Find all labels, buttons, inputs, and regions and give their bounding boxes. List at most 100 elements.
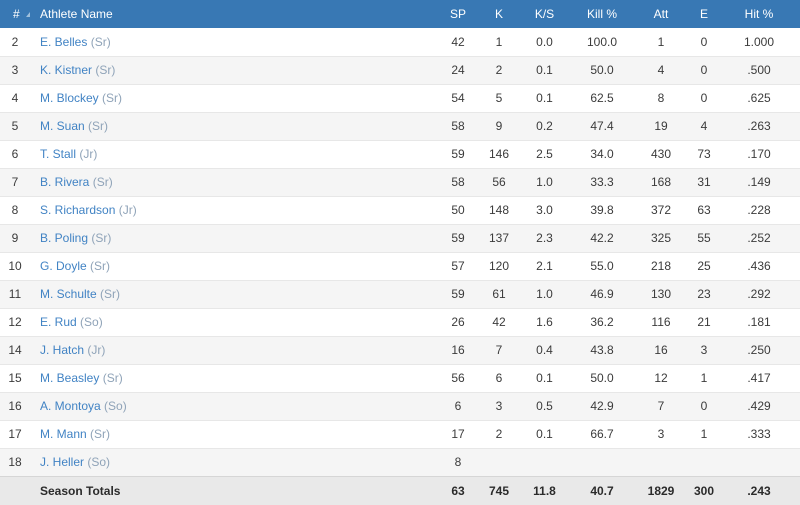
column-header-ks[interactable]: K/S	[517, 0, 572, 28]
stat-sp: 59	[435, 139, 481, 168]
stat-k	[481, 447, 517, 476]
athlete-name-link[interactable]: E. Rud	[40, 315, 77, 329]
totals-e: 300	[690, 475, 718, 505]
stat-hit-pct: .181	[718, 307, 800, 336]
stat-ks: 2.3	[517, 223, 572, 252]
stat-k: 137	[481, 223, 517, 252]
athlete-name-link[interactable]: M. Schulte	[40, 287, 97, 301]
jersey-number: 3	[0, 55, 30, 84]
stat-hit-pct: .263	[718, 111, 800, 140]
athlete-name-cell: M. Suan (Sr)	[30, 111, 435, 140]
stat-k: 9	[481, 111, 517, 140]
athlete-class-year: (Jr)	[79, 147, 98, 161]
athlete-name-link[interactable]: M. Mann	[40, 427, 87, 441]
athlete-name-link[interactable]: M. Blockey	[40, 91, 99, 105]
stat-ks: 0.1	[517, 55, 572, 84]
stat-ks: 0.5	[517, 391, 572, 420]
stat-sp: 56	[435, 363, 481, 392]
stat-att: 116	[632, 307, 690, 336]
stat-hit-pct: .417	[718, 363, 800, 392]
athlete-class-year: (So)	[87, 455, 111, 469]
athlete-row: 2 E. Belles (Sr) 42 1 0.0 100.0 1 0 1.000	[0, 28, 800, 56]
athlete-row: 17 M. Mann (Sr) 17 2 0.1 66.7 3 1.333	[0, 419, 800, 448]
athlete-name-link[interactable]: B. Rivera	[40, 175, 90, 189]
stat-kill-pct: 42.2	[572, 223, 632, 252]
column-header-athlete-name[interactable]: Athlete Name	[30, 0, 435, 28]
athlete-row: 5 M. Suan (Sr) 58 9 0.2 47.4 19 4.263	[0, 111, 800, 140]
stat-kill-pct: 46.9	[572, 279, 632, 308]
stat-kill-pct: 43.8	[572, 335, 632, 364]
stat-e: 4	[690, 111, 718, 140]
stat-sp: 26	[435, 307, 481, 336]
athlete-name-link[interactable]: A. Montoya	[40, 399, 101, 413]
athlete-name-link[interactable]: M. Beasley	[40, 371, 100, 385]
totals-sp: 63	[435, 475, 481, 505]
stat-sp: 59	[435, 223, 481, 252]
stat-att: 430	[632, 139, 690, 168]
stat-ks: 3.0	[517, 195, 572, 224]
stat-kill-pct: 100.0	[586, 34, 618, 49]
stat-kill-pct: 62.5	[572, 83, 632, 112]
stat-e: 21	[690, 307, 718, 336]
stat-kill-pct: 66.7	[572, 419, 632, 448]
stat-e	[690, 447, 718, 476]
stat-e: 55	[690, 223, 718, 252]
stat-ks: 0.2	[517, 111, 572, 140]
stat-hit-pct: 1.000	[743, 34, 775, 49]
column-header-k[interactable]: K	[481, 0, 517, 28]
athlete-name-link[interactable]: G. Doyle	[40, 259, 87, 273]
stat-sp: 50	[435, 195, 481, 224]
athlete-name-link[interactable]: J. Heller	[40, 455, 85, 469]
stat-e: 25	[690, 251, 718, 280]
stat-kill-pct: 50.0	[572, 363, 632, 392]
athlete-row: 14 J. Hatch (Jr) 16 7 0.4 43.8 16 3.250	[0, 335, 800, 364]
stat-hit-pct: .149	[718, 167, 800, 196]
jersey-number: 11	[0, 279, 30, 308]
stat-att: 1	[657, 34, 665, 49]
athlete-name-link[interactable]: M. Suan	[40, 119, 85, 133]
athlete-row: 3 K. Kistner (Sr) 24 2 0.1 50.0 4 0.500	[0, 55, 800, 84]
stat-k: 148	[481, 195, 517, 224]
jersey-number: 17	[0, 419, 30, 448]
stats-table-body: 2 E. Belles (Sr) 42 1 0.0 100.0 1 0 1.000 3 K. Kis…	[0, 28, 800, 476]
column-header-number[interactable]: #	[0, 0, 30, 28]
stat-k: 146	[481, 139, 517, 168]
column-header-e[interactable]: E	[690, 0, 718, 28]
stat-ks: 2.5	[517, 139, 572, 168]
column-header-att[interactable]: Att	[632, 0, 690, 28]
athlete-class-year: (Sr)	[91, 231, 112, 245]
athlete-class-year: (Sr)	[90, 427, 111, 441]
stat-ks: 0.4	[517, 335, 572, 364]
stat-kill-pct: 55.0	[572, 251, 632, 280]
athlete-class-year: (Sr)	[90, 34, 111, 49]
stat-k: 1	[495, 34, 503, 49]
stat-e: 31	[690, 167, 718, 196]
column-header-sp[interactable]: SP	[435, 0, 481, 28]
athlete-class-year: (So)	[80, 315, 103, 329]
stat-att: 372	[632, 195, 690, 224]
athlete-name-cell: E. Rud (So)	[30, 307, 435, 336]
stat-k: 2	[481, 419, 517, 448]
athlete-name-link[interactable]: K. Kistner	[40, 63, 93, 77]
column-header-kill-pct[interactable]: Kill %	[572, 0, 632, 28]
stat-hit-pct: .333	[718, 419, 800, 448]
stat-sp: 57	[435, 251, 481, 280]
athlete-name-link[interactable]: E. Belles	[40, 34, 88, 49]
stat-k: 61	[481, 279, 517, 308]
athlete-class-year: (So)	[104, 399, 127, 413]
stat-e: 1	[690, 419, 718, 448]
totals-label: Season Totals	[30, 475, 435, 505]
athlete-row: 11 M. Schulte (Sr) 59 61 1.0 46.9 130 23.292	[0, 279, 800, 308]
stat-e: 23	[690, 279, 718, 308]
athlete-name-link[interactable]: B. Poling	[40, 231, 89, 245]
athlete-name-cell: E. Belles (Sr)	[30, 28, 435, 56]
stat-sp: 54	[435, 83, 481, 112]
stat-ks: 0.1	[517, 419, 572, 448]
athlete-class-year: (Sr)	[88, 119, 109, 133]
athlete-name-link[interactable]: J. Hatch	[40, 343, 85, 357]
column-header-hit-pct[interactable]: Hit %	[718, 0, 800, 28]
jersey-number: 18	[0, 447, 30, 476]
athlete-name-link[interactable]: S. Richardson	[40, 203, 116, 217]
athlete-name-link[interactable]: T. Stall	[40, 147, 77, 161]
